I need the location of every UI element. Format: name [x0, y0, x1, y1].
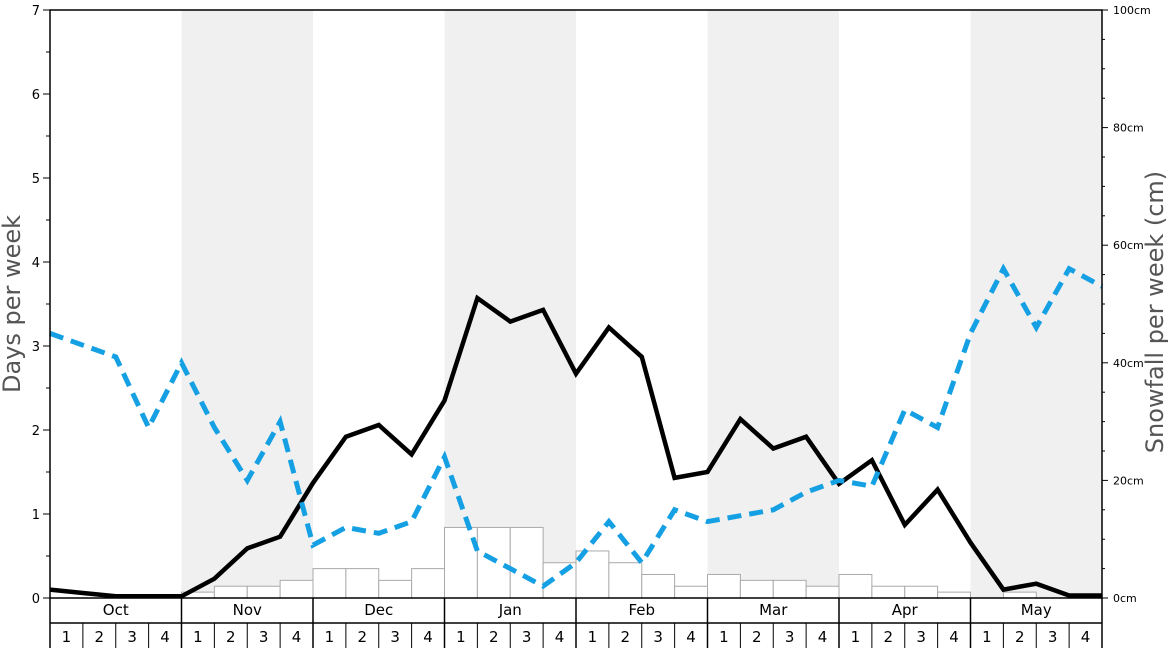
month-week-axis: Oct 1 2 3 4 Nov 1 2 3 4 Dec 1 2 3 4 Jan 1 2 3 4 Feb 1 2 3 4 Mar 1 2… — [49, 598, 1103, 648]
week-label: 4 — [686, 628, 696, 646]
month-label: May — [1021, 601, 1052, 619]
month-band — [970, 10, 1102, 598]
snowfall-bar — [904, 585, 939, 599]
week-label: 1 — [62, 628, 72, 646]
week-label: 3 — [390, 628, 400, 646]
week-label: 4 — [818, 628, 828, 646]
dashed-series-line — [49, 263, 1104, 590]
snowfall-bar — [411, 568, 445, 599]
right-axis-title: Snowfall per week (cm) — [1141, 171, 1168, 453]
week-label: 2 — [1015, 628, 1025, 646]
snowfall-bar — [838, 573, 873, 599]
week-label: 3 — [1048, 628, 1058, 646]
month-band — [707, 10, 839, 598]
snowfall-bar — [871, 585, 906, 599]
series-lines — [49, 263, 1104, 599]
snowfall-bar — [378, 579, 413, 599]
snowfall-bar — [1002, 591, 1037, 599]
week-label: 2 — [489, 628, 499, 646]
week-label: 4 — [949, 628, 959, 646]
y-tick-label: 1 — [32, 508, 40, 523]
y-tick-label: 6 — [32, 88, 40, 103]
snowfall-bar — [641, 573, 676, 599]
week-label: 3 — [916, 628, 926, 646]
week-label: 3 — [785, 628, 795, 646]
week-label: 2 — [621, 628, 631, 646]
y-tick-label: 4 — [32, 256, 40, 271]
right-axis-ticks: 0cm 20cm 40cm 60cm 80cm 100cm — [1102, 4, 1151, 605]
week-label: 1 — [325, 628, 335, 646]
y-tick-label: 3 — [32, 340, 40, 355]
month-band — [181, 10, 313, 598]
snowfall-bar — [476, 526, 511, 599]
y2-tick-label: 80cm — [1113, 122, 1144, 135]
week-label: 1 — [193, 628, 203, 646]
left-axis-title: Days per week — [0, 215, 26, 393]
snowfall-bar — [345, 568, 380, 599]
week-label: 2 — [884, 628, 894, 646]
week-label: 1 — [588, 628, 598, 646]
snowfall-bar — [279, 579, 314, 599]
month-bands — [181, 10, 1102, 598]
month-label: Mar — [759, 601, 788, 619]
week-label: 1 — [982, 628, 992, 646]
week-label: 1 — [719, 628, 729, 646]
month-label: Feb — [628, 601, 655, 619]
snowfall-bars — [181, 526, 1037, 599]
left-axis-ticks: 0 1 2 3 4 5 6 7 — [32, 4, 50, 607]
month-label: Oct — [103, 601, 129, 619]
y-tick-label: 0 — [32, 592, 40, 607]
week-label: 3 — [653, 628, 663, 646]
y2-tick-label: 60cm — [1113, 239, 1144, 252]
week-label: 4 — [1081, 628, 1091, 646]
snowfall-bar — [739, 579, 774, 599]
y2-tick-label: 20cm — [1113, 474, 1144, 487]
snowfall-bar — [246, 585, 281, 599]
y-tick-label: 2 — [32, 424, 40, 439]
snowfall-bar — [509, 526, 544, 599]
month-label: Apr — [892, 601, 919, 619]
snowfall-bar — [312, 568, 347, 599]
week-label: 4 — [423, 628, 433, 646]
week-label: 4 — [160, 628, 170, 646]
week-label: 3 — [522, 628, 532, 646]
month-label: Nov — [233, 601, 262, 619]
snowfall-bar — [213, 585, 248, 599]
week-label: 2 — [358, 628, 368, 646]
y2-tick-label: 100cm — [1113, 4, 1151, 17]
week-label: 3 — [127, 628, 137, 646]
month-band — [444, 10, 576, 598]
y-tick-label: 7 — [32, 4, 40, 19]
snowfall-bar — [707, 573, 741, 599]
month-label: Jan — [498, 601, 522, 619]
snowfall-bar — [772, 579, 807, 599]
week-label: 2 — [226, 628, 236, 646]
month-label: Dec — [364, 601, 393, 619]
y2-tick-label: 0cm — [1113, 592, 1137, 605]
week-label: 4 — [292, 628, 302, 646]
week-label: 1 — [851, 628, 861, 646]
week-label: 1 — [456, 628, 466, 646]
solid-series-line — [49, 294, 1102, 599]
week-label: 4 — [555, 628, 565, 646]
snowfall-bar — [805, 585, 840, 599]
week-label: 2 — [95, 628, 105, 646]
snowfall-bar — [937, 591, 971, 599]
y-tick-label: 5 — [32, 172, 40, 187]
snowfall-bar — [674, 585, 708, 599]
week-label: 2 — [752, 628, 762, 646]
week-label: 3 — [259, 628, 269, 646]
y2-tick-label: 40cm — [1113, 357, 1144, 370]
snowfall-bar — [608, 562, 643, 599]
